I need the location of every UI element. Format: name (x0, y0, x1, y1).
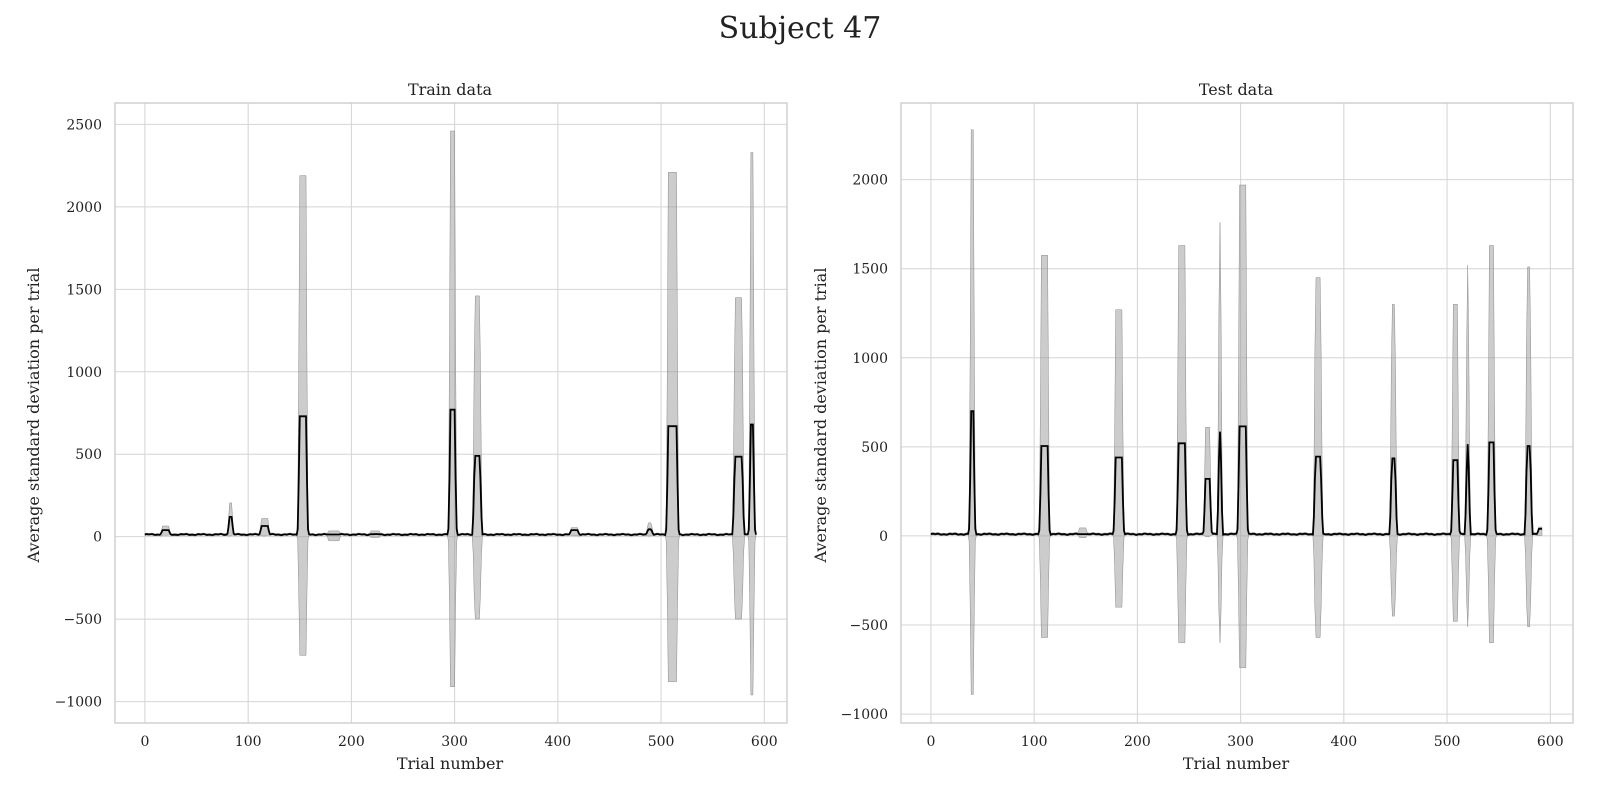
train-y-tick-label: 500 (75, 447, 102, 463)
test-y-tick-label: 0 (879, 529, 888, 545)
train-x-tick-label: 0 (140, 734, 149, 750)
train-x-tick-label: 100 (235, 734, 262, 750)
test-y-tick-label: 2000 (852, 173, 888, 189)
train-x-tick-label: 500 (648, 734, 675, 750)
test-x-tick-label: 200 (1124, 734, 1151, 750)
test-mean-line (930, 410, 1542, 536)
test-gridlines (901, 103, 1573, 723)
test-y-axis-label: Average standard deviation per trial (811, 268, 830, 564)
test-x-tick-label: 400 (1330, 734, 1357, 750)
test-x-tick-label: 0 (926, 734, 935, 750)
test-panel: Test data Trial number Average standard … (811, 80, 1574, 773)
train-y-tick-label: −1000 (55, 695, 102, 711)
train-x-tick-label: 600 (751, 734, 778, 750)
test-x-tick-label: 100 (1021, 734, 1048, 750)
test-y-tick-label: 500 (861, 440, 888, 456)
test-std-band (930, 129, 1543, 695)
test-y-tick-label: 1000 (852, 351, 888, 367)
train-x-tick-label: 400 (544, 734, 571, 750)
train-y-axis-label: Average standard deviation per trial (24, 268, 43, 564)
train-y-tick-label: −500 (64, 612, 102, 628)
train-x-axis-label: Trial number (397, 754, 504, 773)
test-x-tick-label: 500 (1434, 734, 1461, 750)
test-x-axis-label: Trial number (1183, 754, 1290, 773)
train-y-tick-label: 1000 (66, 365, 102, 381)
train-y-tick-label: 0 (93, 530, 102, 546)
train-panel-title: Train data (408, 80, 493, 99)
train-x-tick-label: 300 (441, 734, 468, 750)
test-x-tick-label: 300 (1227, 734, 1254, 750)
test-y-tick-label: 1500 (852, 262, 888, 278)
test-x-tick-label: 600 (1537, 734, 1564, 750)
train-plot-frame (114, 102, 788, 724)
train-mean-line (144, 408, 757, 537)
train-y-tick-label: 2000 (66, 200, 102, 216)
test-y-tick-label: −500 (850, 618, 888, 634)
figure-title: Subject 47 (719, 11, 882, 46)
train-y-tick-label: 1500 (66, 282, 102, 298)
test-y-tick-label: −1000 (841, 707, 888, 723)
test-plot-frame (900, 102, 1574, 724)
test-panel-title: Test data (1199, 80, 1274, 99)
train-y-tick-label: 2500 (66, 117, 102, 133)
train-x-tick-label: 200 (338, 734, 365, 750)
train-panel: Train data Trial number Average standard… (24, 80, 788, 773)
